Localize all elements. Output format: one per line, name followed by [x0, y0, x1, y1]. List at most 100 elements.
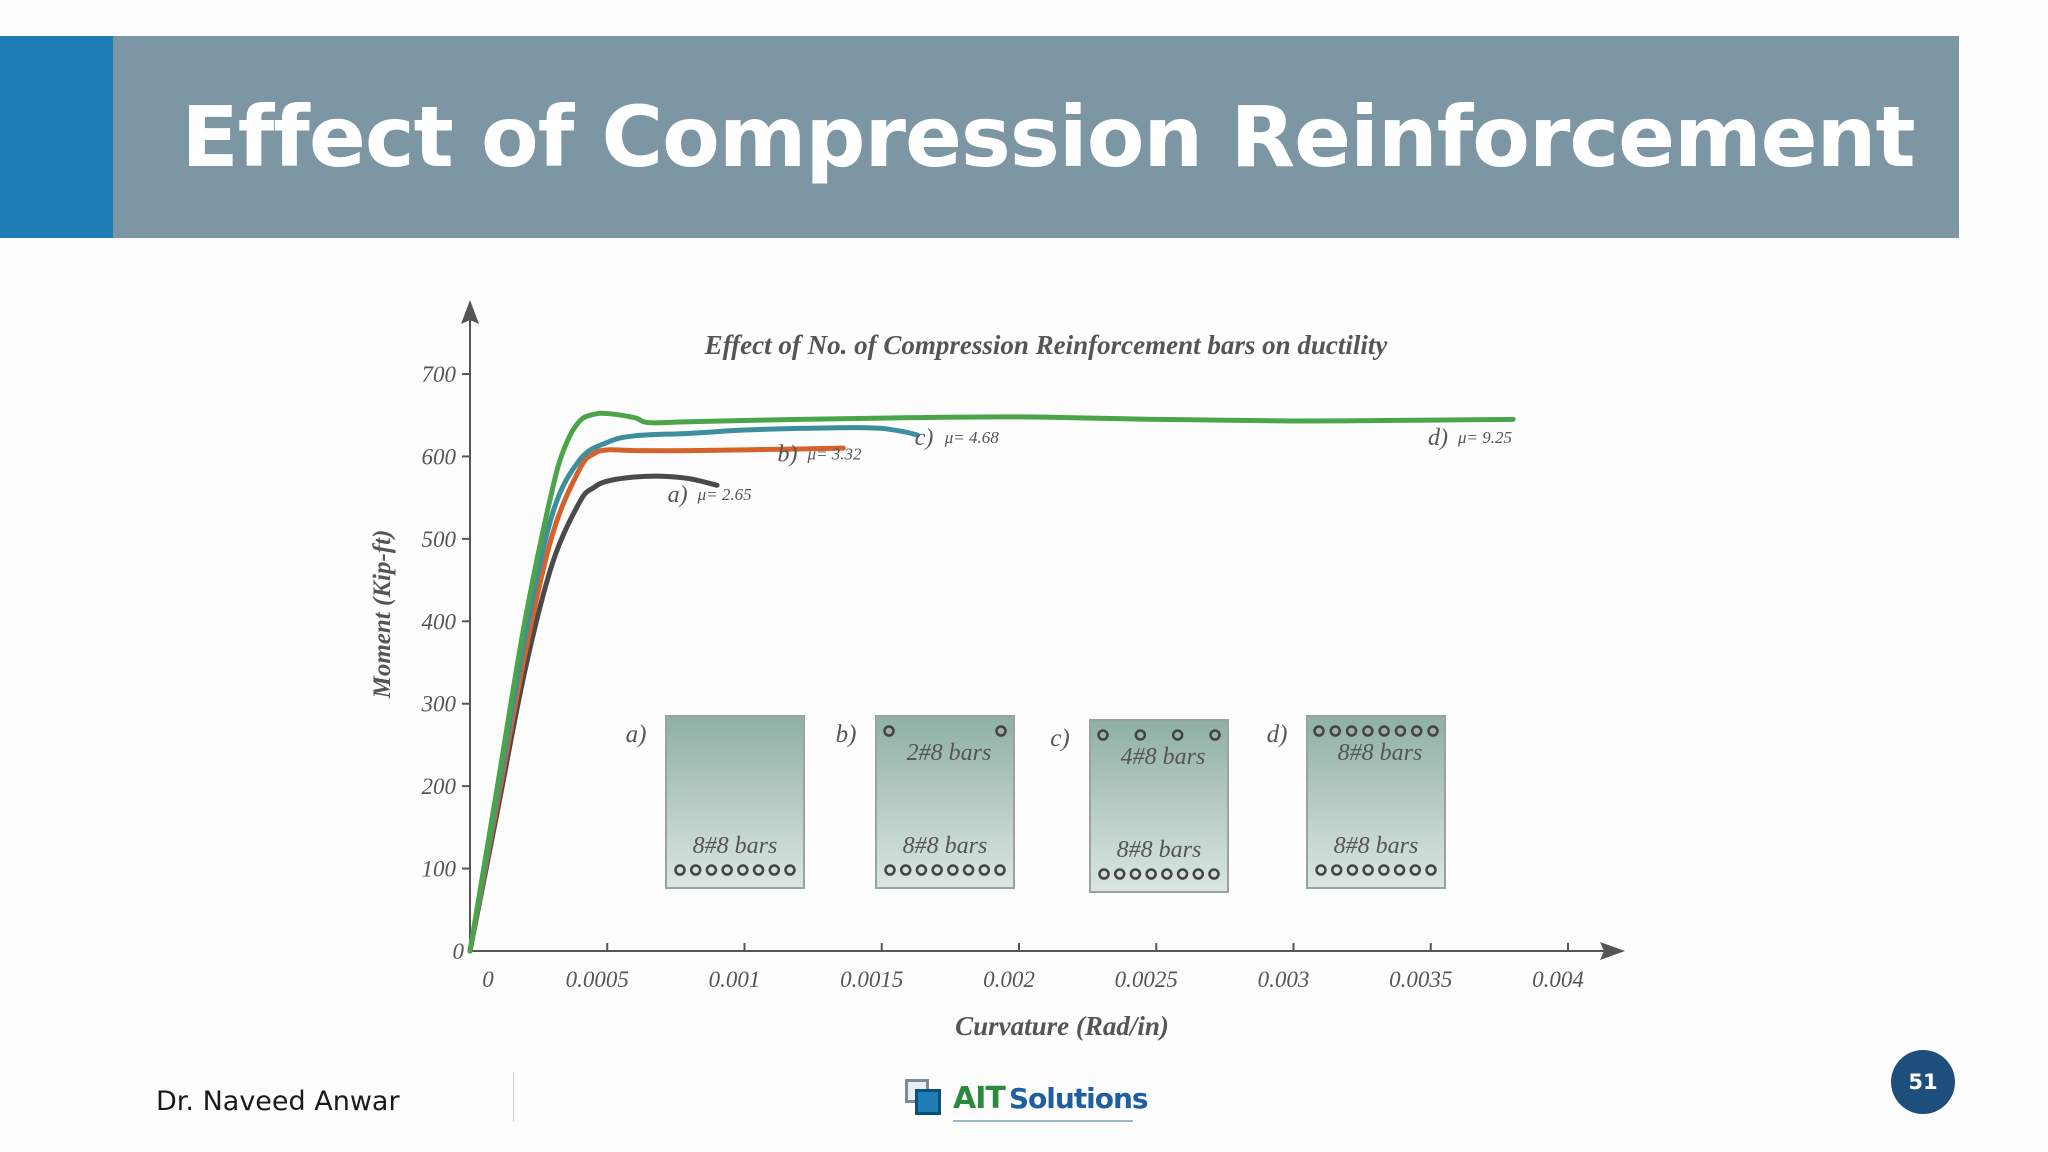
x-axis-arrow — [1600, 942, 1625, 960]
bottom-bar-circle — [1208, 868, 1220, 880]
section-box — [1089, 719, 1229, 893]
series-ductility-label: μ= 3.32 — [806, 444, 862, 463]
logo-text-solutions: Solutions — [1008, 1081, 1149, 1115]
bottom-bar-circle — [1192, 868, 1205, 880]
bottom-bar-circle — [994, 864, 1006, 876]
bottom-bar-circle — [1129, 868, 1142, 880]
bottom-bar-circle — [1098, 868, 1110, 880]
footer-divider — [513, 1072, 514, 1122]
top-bar-circle — [1313, 725, 1325, 737]
page-number-badge: 51 — [1891, 1050, 1955, 1114]
section-tag: d) — [1267, 721, 1288, 748]
x-tick-label: 0.002 — [983, 967, 1035, 992]
bottom-bar-circle — [1362, 864, 1374, 876]
bottom-bar-circle — [1393, 864, 1406, 876]
x-tick-label: 0 — [482, 967, 494, 992]
x-tick-label: 0.004 — [1532, 967, 1584, 992]
y-tick-label: 300 — [421, 692, 457, 717]
top-bar-circle — [1209, 729, 1221, 741]
x-tick-label: 0.0025 — [1115, 967, 1178, 992]
bottom-bar-circle — [721, 864, 733, 876]
bottom-bar-circle — [768, 864, 781, 876]
accent-block — [0, 36, 113, 238]
section-tag: a) — [626, 721, 647, 748]
bottom-bar-circle — [931, 864, 943, 876]
series-line-d — [467, 410, 1516, 954]
bottom-bar-circle — [978, 864, 991, 876]
top-bar-circle — [1097, 729, 1109, 741]
logo-text-ait: AIT — [953, 1080, 1006, 1116]
top-bars-label: 2#8 bars — [907, 740, 992, 766]
y-tick-label: 200 — [422, 774, 457, 799]
bottom-bar-circle — [1145, 868, 1157, 880]
section-tag: b) — [836, 721, 857, 748]
y-axis-label: Moment (Kip-ft) — [369, 530, 396, 700]
ait-solutions-logo: AIT Solutions — [905, 1074, 1149, 1122]
y-tick-label: 0 — [453, 939, 465, 964]
bottom-bar-circle — [1409, 864, 1422, 876]
top-bar-circle — [1378, 725, 1390, 737]
y-tick-label: 700 — [422, 362, 457, 387]
series-ductility-label: μ= 4.68 — [944, 428, 1000, 447]
bottom-bar-circle — [1330, 864, 1343, 876]
bottom-bars-label: 8#8 bars — [1334, 833, 1419, 859]
series-label: c) — [915, 425, 934, 451]
bottom-bars-label: 8#8 bars — [1117, 837, 1202, 863]
x-axis-label: Curvature (Rad/in) — [955, 1011, 1169, 1041]
top-bar-circle — [995, 725, 1007, 737]
series-ductility-label: μ= 2.65 — [697, 485, 752, 504]
bottom-bar-circle — [737, 864, 749, 876]
y-tick-label: 600 — [422, 444, 457, 469]
top-bars-label: 4#8 bars — [1121, 744, 1206, 770]
y-tick-label: 400 — [422, 609, 457, 634]
bottom-bar-circle — [884, 864, 896, 876]
chart-title: Effect of No. of Compression Reinforceme… — [704, 330, 1389, 360]
logo-icon — [905, 1079, 943, 1117]
series-label: d) — [1428, 425, 1448, 451]
top-bars-label: 8#8 bars — [1338, 740, 1423, 766]
y-axis-arrow — [461, 300, 479, 324]
bottom-bar-circle — [1346, 864, 1359, 876]
bottom-bar-circle — [1378, 864, 1390, 876]
series-ductility-label: μ= 9.25 — [1457, 428, 1512, 447]
bottom-bar-circle — [1315, 864, 1327, 876]
bottom-bar-circle — [784, 864, 796, 876]
bottom-bar-circle — [915, 864, 928, 876]
author-name: Dr. Naveed Anwar — [156, 1086, 400, 1117]
y-tick-label: 500 — [422, 527, 457, 552]
bottom-bars-label: 8#8 bars — [903, 833, 988, 859]
bottom-bar-circle — [674, 864, 686, 876]
section-box — [665, 715, 805, 889]
top-bar-circle — [1329, 725, 1342, 737]
bottom-bar-circle — [752, 864, 765, 876]
top-bar-circle — [1394, 725, 1407, 737]
bottom-bar-circle — [689, 864, 702, 876]
bottom-bar-circle — [1176, 868, 1189, 880]
top-bar-circle — [1171, 729, 1184, 741]
bottom-bar-circle — [1113, 868, 1126, 880]
series-label: b) — [777, 441, 797, 467]
top-bar-circle — [1134, 729, 1147, 741]
logo-underline — [953, 1120, 1133, 1122]
x-tick-label: 0.001 — [709, 967, 761, 992]
section-box — [875, 715, 1015, 889]
top-bar-circle — [1410, 725, 1423, 737]
top-bar-circle — [1362, 725, 1374, 737]
bottom-bar-circle — [947, 864, 959, 876]
bottom-bar-circle — [899, 864, 912, 876]
x-tick-label: 0.003 — [1258, 967, 1310, 992]
bottom-bar-circle — [1425, 864, 1437, 876]
section-box — [1306, 715, 1446, 889]
top-bar-circle — [883, 725, 895, 737]
section-tag: c) — [1050, 725, 1069, 752]
bottom-bar-circle — [705, 864, 718, 876]
bottom-bar-circle — [962, 864, 975, 876]
top-bar-circle — [1345, 725, 1358, 737]
bottom-bar-circle — [1161, 868, 1173, 880]
top-bar-circle — [1427, 725, 1439, 737]
title-bar: Effect of Compression Reinforcement — [113, 36, 1959, 238]
series-label: a) — [668, 482, 688, 508]
x-tick-label: 0.0035 — [1389, 967, 1452, 992]
x-tick-label: 0.0005 — [566, 967, 629, 992]
